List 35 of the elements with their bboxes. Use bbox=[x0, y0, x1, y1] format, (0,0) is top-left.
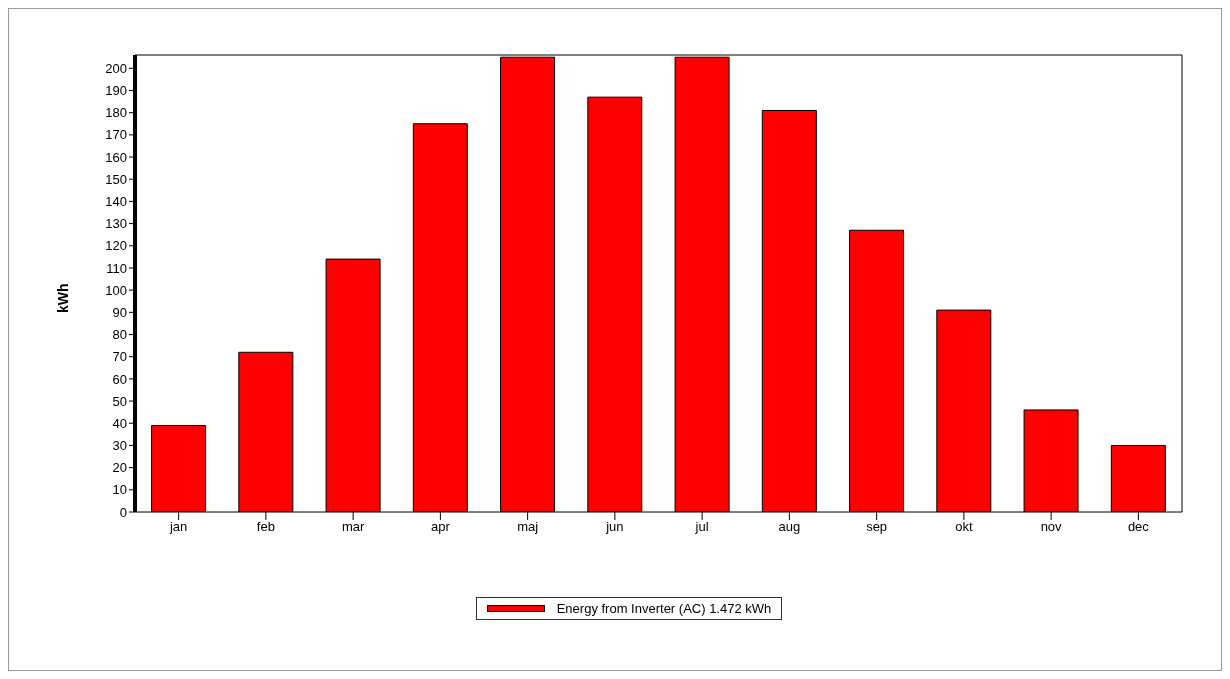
y-tick-label: 20 bbox=[112, 460, 127, 476]
y-tick-label: 40 bbox=[112, 415, 127, 431]
y-tick-label: 60 bbox=[112, 371, 127, 387]
x-tick-label: dec bbox=[1127, 519, 1150, 535]
y-tick-label: 170 bbox=[105, 127, 127, 143]
y-tick-label: 70 bbox=[112, 349, 127, 365]
x-tick-label: maj bbox=[517, 519, 539, 535]
y-tick-label: 10 bbox=[112, 482, 127, 498]
y-tick-label: 190 bbox=[105, 83, 127, 99]
y-tick-label: 200 bbox=[105, 60, 127, 76]
x-tick-label: jun bbox=[605, 519, 624, 535]
y-tick-label: 140 bbox=[105, 194, 127, 210]
x-tick-label: jan bbox=[168, 519, 188, 535]
y-tick-label: 90 bbox=[112, 304, 127, 320]
legend-label: Energy from Inverter (AC) 1.472 kWh bbox=[556, 601, 772, 616]
x-tick-label: mar bbox=[341, 519, 365, 535]
x-tick-label: feb bbox=[256, 519, 275, 535]
x-tick-label: jul bbox=[694, 519, 709, 535]
x-tick-label: aug bbox=[778, 519, 801, 535]
y-tick-label: 30 bbox=[112, 438, 127, 454]
x-tick-label: nov bbox=[1040, 519, 1063, 535]
y-tick-label: 0 bbox=[119, 504, 127, 520]
y-tick-label: 150 bbox=[105, 171, 127, 187]
x-tick-label: sep bbox=[866, 519, 888, 535]
y-tick-label: 50 bbox=[112, 393, 127, 409]
y-tick-label: 160 bbox=[105, 149, 127, 165]
y-tick-label: 110 bbox=[106, 260, 127, 276]
y-tick-label: 100 bbox=[105, 282, 127, 298]
y-tick-label: 120 bbox=[105, 238, 127, 254]
x-tick-label: apr bbox=[430, 519, 451, 535]
x-tick-label: okt bbox=[955, 519, 973, 535]
y-tick-label: 130 bbox=[105, 216, 127, 232]
y-axis-title: kWh bbox=[54, 283, 71, 314]
y-tick-label: 80 bbox=[112, 327, 127, 343]
y-tick-label: 180 bbox=[105, 105, 127, 121]
